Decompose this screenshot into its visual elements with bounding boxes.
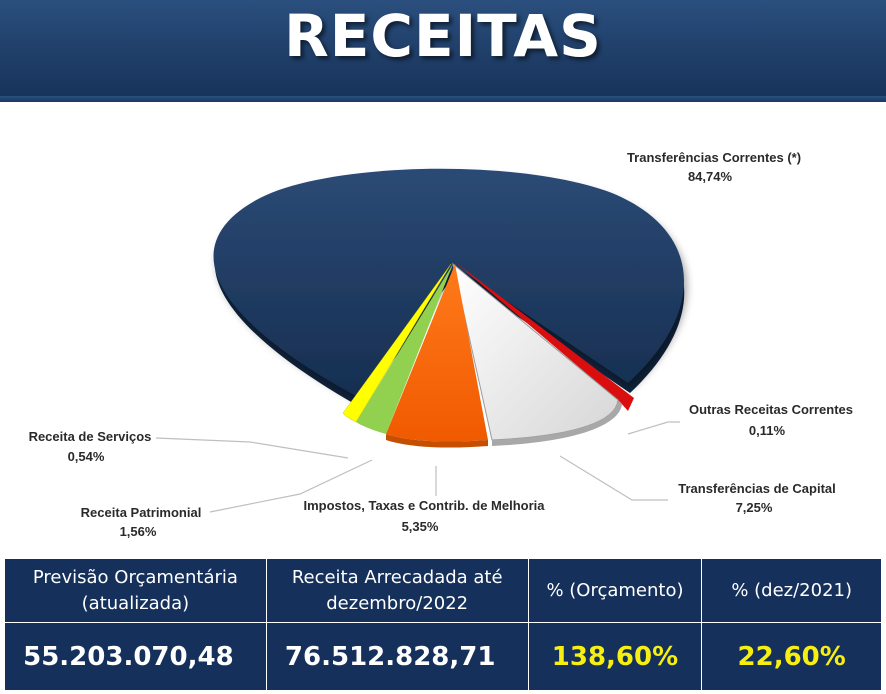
header-arrecadada: Receita Arrecadada até dezembro/2022: [265, 558, 529, 623]
pie-chart: Transferências Correntes (*) 84,74% Outr…: [29, 150, 853, 539]
label-receita-patrimonial: Receita Patrimonial: [81, 505, 202, 520]
value-arrecadada: 76.512.828,71: [265, 622, 529, 691]
value-transferencias-de-capital: 7,25%: [736, 500, 773, 515]
leader-line-receita-servicos: [155, 437, 349, 459]
value-receita-de-servicos: 0,54%: [68, 449, 105, 464]
slice-receita-patrimonial: [356, 264, 453, 434]
header-dez2021: % (dez/2021): [701, 558, 882, 623]
leader-line-receita-patrimonial: [209, 459, 373, 513]
leader-line-outras-receitas: [627, 421, 680, 435]
label-impostos-taxas: Impostos, Taxas e Contrib. de Melhoria: [303, 498, 545, 513]
header-previsao: Previsão Orçamentária (atualizada): [4, 558, 267, 623]
value-orcamento: 138,60%: [527, 622, 703, 691]
slice-impostos-taxas: [386, 264, 488, 442]
slice-transferencias-correntes: [213, 168, 685, 397]
label-outras-receitas-correntes: Outras Receitas Correntes: [689, 402, 853, 417]
slice-depth-transferencias-de-capital: [492, 400, 622, 446]
title-banner: RECEITAS: [0, 0, 886, 102]
header-orcamento: % (Orçamento): [527, 558, 703, 623]
value-impostos-taxas: 5,35%: [402, 519, 439, 534]
leader-line-transferencias-capital: [559, 455, 668, 501]
value-outras-receitas-correntes: 0,11%: [749, 423, 786, 438]
page-title: RECEITAS: [284, 2, 602, 70]
header-previsao-line1: Previsão Orçamentária: [32, 566, 238, 588]
summary-header-row: Previsão Orçamentária (atualizada) Recei…: [4, 558, 882, 623]
value-dez2021: 22,60%: [701, 622, 882, 691]
label-receita-de-servicos: Receita de Serviços: [29, 429, 152, 444]
slice-outras-receitas-correntes: [455, 262, 634, 411]
value-receita-patrimonial: 1,56%: [120, 524, 157, 539]
summary-table: Previsão Orçamentária (atualizada) Recei…: [4, 558, 882, 691]
slice-transferencias-de-capital: [452, 262, 619, 441]
label-transferencias-de-capital: Transferências de Capital: [678, 481, 836, 496]
slice-depth-impostos-taxas: [386, 434, 488, 448]
label-transferencias-correntes: Transferências Correntes (*): [627, 150, 801, 165]
header-arrecadada-line2: dezembro/2022: [326, 592, 469, 614]
slice-receita-de-servicos: [342, 263, 452, 423]
value-transferencias-correntes: 84,74%: [688, 169, 733, 184]
summary-value-row: 55.203.070,48 76.512.828,71 138,60% 22,6…: [4, 622, 882, 691]
header-previsao-line2: (atualizada): [81, 592, 190, 614]
value-previsao: 55.203.070,48: [4, 622, 267, 691]
header-arrecadada-line1: Receita Arrecadada até: [291, 566, 503, 588]
